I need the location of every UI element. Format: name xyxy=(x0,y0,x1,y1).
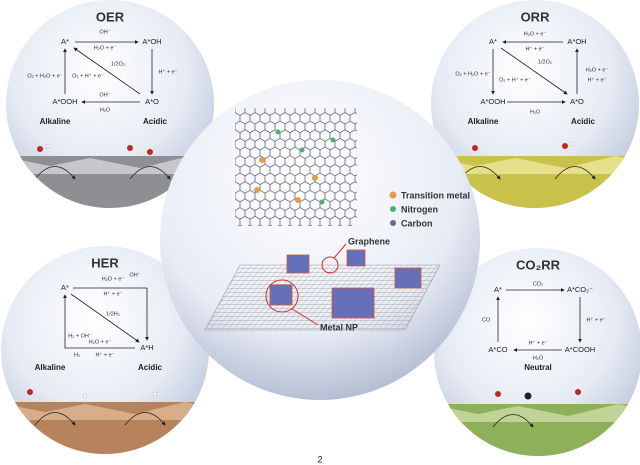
state: A*O xyxy=(145,97,159,106)
step: H⁺ + e⁻ xyxy=(525,45,544,52)
state: A*CO₂⁻ xyxy=(567,285,593,294)
state: A* xyxy=(494,285,502,294)
graphene-sheet xyxy=(204,264,441,331)
step: H₂ xyxy=(74,352,80,358)
step: O₂ + H₂O + e⁻ xyxy=(27,73,62,79)
condition: Alkaline xyxy=(468,117,499,126)
step: H₂O + e⁻ xyxy=(94,45,117,51)
legend-label: Carbon xyxy=(401,218,433,228)
state: A*OH xyxy=(142,37,161,46)
step: H₂O xyxy=(530,109,541,115)
callout-line xyxy=(333,243,347,259)
step: OH⁻ xyxy=(99,29,110,35)
arrow xyxy=(73,47,141,95)
legend-swatch xyxy=(389,191,397,199)
state: A* xyxy=(489,37,497,46)
step: H₂O + e⁻ xyxy=(89,339,112,345)
condition: Acidic xyxy=(138,363,163,372)
step: H₂O xyxy=(533,355,544,361)
step: H⁺ + e⁻ xyxy=(103,290,122,297)
state: A* xyxy=(61,37,69,46)
state: A*COOH xyxy=(565,345,595,354)
state: A*CO xyxy=(488,345,507,354)
title: OER xyxy=(96,9,125,24)
step: 1/2O₂ xyxy=(538,59,552,65)
title: HER xyxy=(91,255,119,270)
step: H₂O xyxy=(100,107,111,113)
step: O₂ + H⁺ + e⁻ xyxy=(72,72,104,79)
nanoparticles xyxy=(269,249,422,319)
arrow xyxy=(73,287,149,341)
lattice xyxy=(235,108,357,226)
condition: Neutral xyxy=(524,363,552,372)
callout-line xyxy=(291,308,319,326)
footer: 2 xyxy=(317,454,322,464)
step: OH⁻ xyxy=(99,92,110,98)
dopants xyxy=(254,129,336,205)
state: A*O xyxy=(570,97,584,106)
condition: Alkaline xyxy=(40,117,71,126)
step: H⁺ + e⁻ xyxy=(587,76,606,83)
step: H⁺ + e⁻ xyxy=(586,316,605,323)
step: 1/2H₂ xyxy=(106,311,120,317)
legend-label: Nitrogen xyxy=(401,204,438,214)
legend-swatch xyxy=(390,220,396,226)
legend-swatch xyxy=(390,206,396,212)
condition: Acidic xyxy=(571,117,596,126)
step: OH⁻ xyxy=(129,272,140,278)
step: H₂O + e⁻ xyxy=(586,67,609,73)
step: O₂ + H₂O + e⁻ xyxy=(455,71,490,77)
step: H₂O + e⁻ xyxy=(524,31,547,37)
arrow xyxy=(500,47,568,95)
condition: Alkaline xyxy=(35,363,66,372)
label: Metal NP xyxy=(320,322,358,332)
state: A* xyxy=(61,283,69,292)
state: A*OOH xyxy=(480,97,505,106)
callout xyxy=(321,256,339,274)
step: H⁺ + e⁻ xyxy=(158,68,177,75)
callout xyxy=(265,279,299,313)
step: H⁺ + e⁻ xyxy=(528,339,547,346)
arrow xyxy=(63,294,135,349)
step: CO xyxy=(482,317,491,323)
arrow xyxy=(70,293,140,343)
label: Graphene xyxy=(348,236,390,246)
step: 1/2O₂ xyxy=(111,61,125,67)
state: A*H xyxy=(140,343,153,352)
state: A*OH xyxy=(567,37,586,46)
step: O₂ + H⁺ + e⁻ xyxy=(499,76,531,83)
center-sphere: Transition metal Nitrogen Carbon Graphen… xyxy=(160,80,480,400)
title: ORR xyxy=(521,9,551,24)
legend-label: Transition metal xyxy=(401,190,470,200)
step: H₂ + OH⁻ xyxy=(68,333,92,339)
state: A*OOH xyxy=(52,97,77,106)
condition: Acidic xyxy=(143,117,168,126)
sphere xyxy=(434,248,640,456)
title: CO₂RR xyxy=(516,257,561,272)
step: H₂O + e⁻ xyxy=(102,276,125,282)
step: CO₂ xyxy=(533,281,543,287)
step: H⁺ + e⁻ xyxy=(95,351,114,358)
